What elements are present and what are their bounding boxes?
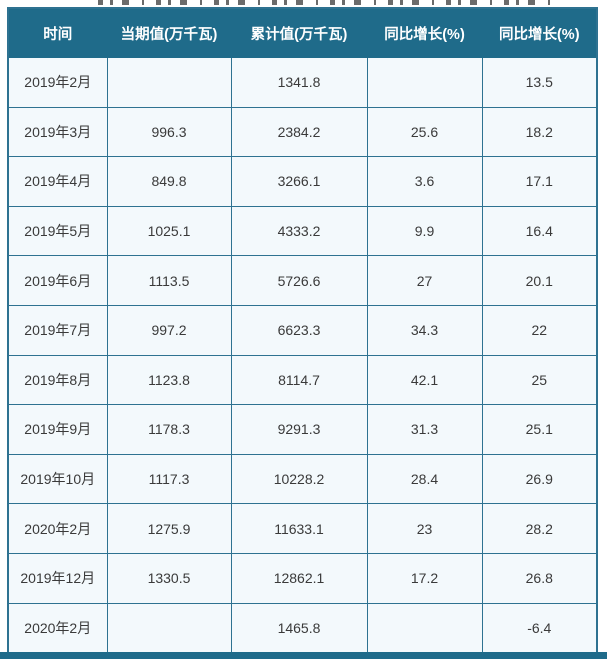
table-cell: 26.8 [481, 552, 598, 604]
table-cell: 11633.1 [230, 503, 368, 554]
table-cell: 1117.3 [106, 453, 232, 505]
table-row: 2019年7月 997.2 6623.3 34.3 22 [7, 304, 598, 356]
bottom-accent-bar [0, 652, 607, 659]
header-row: 时间 当期值(万千瓦) 累计值(万千瓦) 同比增长(%) 同比增长(%) [7, 7, 598, 58]
table-cell: 1330.5 [106, 552, 232, 604]
table-cell: 25.1 [481, 404, 598, 455]
table-row: 2019年5月 1025.1 4333.2 9.9 16.4 [7, 205, 598, 257]
table-row: 2019年2月 1341.8 13.5 [7, 57, 598, 108]
table-cell: 2019年10月 [7, 453, 108, 505]
table-cell: 1465.8 [230, 602, 368, 654]
table-cell: 10228.2 [230, 453, 368, 505]
table-cell: 9.9 [366, 205, 483, 257]
table-cell: 18.2 [481, 106, 598, 158]
clipped-title-fragments [98, 0, 553, 5]
table-cell: 34.3 [366, 304, 483, 356]
table-cell: 13.5 [481, 57, 598, 108]
table-row: 2019年9月 1178.3 9291.3 31.3 25.1 [7, 404, 598, 455]
table-cell: 26.9 [481, 453, 598, 505]
table-row: 2019年3月 996.3 2384.2 25.6 18.2 [7, 106, 598, 158]
table-cell: 17.1 [481, 156, 598, 207]
table-cell: 12862.1 [230, 552, 368, 604]
table-cell: 996.3 [106, 106, 232, 158]
table-cell: 849.8 [106, 156, 232, 207]
column-header-current-value: 当期值(万千瓦) [106, 7, 232, 58]
table-body: 2019年2月 1341.8 13.5 2019年3月 996.3 2384.2 25.6 1… [7, 57, 598, 654]
table-cell: 20.1 [481, 255, 598, 306]
table-cell: 2019年12月 [7, 552, 108, 604]
table-cell: 1341.8 [230, 57, 368, 108]
table-cell: 2020年2月 [7, 503, 108, 554]
table-cell: 1123.8 [106, 354, 232, 406]
column-header-yoy-growth-current: 同比增长(%) [366, 7, 483, 58]
table-cell [366, 602, 483, 654]
column-header-yoy-growth-cumulative: 同比增长(%) [481, 7, 598, 58]
table-cell: 16.4 [481, 205, 598, 257]
table-row: 2019年4月 849.8 3266.1 3.6 17.1 [7, 156, 598, 207]
column-header-time: 时间 [7, 7, 108, 58]
table-cell: 2019年2月 [7, 57, 108, 108]
table-cell: 5726.6 [230, 255, 368, 306]
table-cell: 1113.5 [106, 255, 232, 306]
table-cell: 2019年3月 [7, 106, 108, 158]
table-cell: 2020年2月 [7, 602, 108, 654]
table-cell: 2019年6月 [7, 255, 108, 306]
table-cell: 3.6 [366, 156, 483, 207]
table-cell: 2019年7月 [7, 304, 108, 356]
column-header-cumulative-value: 累计值(万千瓦) [230, 7, 368, 58]
table-cell: 22 [481, 304, 598, 356]
table-cell: 1025.1 [106, 205, 232, 257]
table-cell: 9291.3 [230, 404, 368, 455]
table-cell: 2384.2 [230, 106, 368, 158]
table-cell: 2019年9月 [7, 404, 108, 455]
table-header: 时间 当期值(万千瓦) 累计值(万千瓦) 同比增长(%) 同比增长(%) [7, 7, 598, 58]
table-cell: 25 [481, 354, 598, 406]
table-row: 2019年6月 1113.5 5726.6 27 20.1 [7, 255, 598, 306]
table-cell: 31.3 [366, 404, 483, 455]
table-cell: 4333.2 [230, 205, 368, 257]
table-cell: 25.6 [366, 106, 483, 158]
table-cell: 2019年8月 [7, 354, 108, 406]
table-cell [106, 602, 232, 654]
table-cell: 1275.9 [106, 503, 232, 554]
table-cell: 3266.1 [230, 156, 368, 207]
table-cell: 27 [366, 255, 483, 306]
table-cell: 1178.3 [106, 404, 232, 455]
table-cell [106, 57, 232, 108]
table-cell: 23 [366, 503, 483, 554]
table-cell: 2019年4月 [7, 156, 108, 207]
table-row: 2019年10月 1117.3 10228.2 28.4 26.9 [7, 453, 598, 505]
table-row: 2019年12月 1330.5 12862.1 17.2 26.8 [7, 552, 598, 604]
table-cell: 2019年5月 [7, 205, 108, 257]
table-cell: 17.2 [366, 552, 483, 604]
table-row: 2019年8月 1123.8 8114.7 42.1 25 [7, 354, 598, 406]
table-cell: 28.4 [366, 453, 483, 505]
table-cell: 8114.7 [230, 354, 368, 406]
table-row: 2020年2月 1275.9 11633.1 23 28.2 [7, 503, 598, 554]
table-cell: 6623.3 [230, 304, 368, 356]
data-table: 时间 当期值(万千瓦) 累计值(万千瓦) 同比增长(%) 同比增长(%) 201… [7, 7, 598, 655]
table-cell: 42.1 [366, 354, 483, 406]
table-cell [366, 57, 483, 108]
table-cell: -6.4 [481, 602, 598, 654]
table-cell: 28.2 [481, 503, 598, 554]
table-row: 2020年2月 1465.8 -6.4 [7, 602, 598, 654]
table-cell: 997.2 [106, 304, 232, 356]
